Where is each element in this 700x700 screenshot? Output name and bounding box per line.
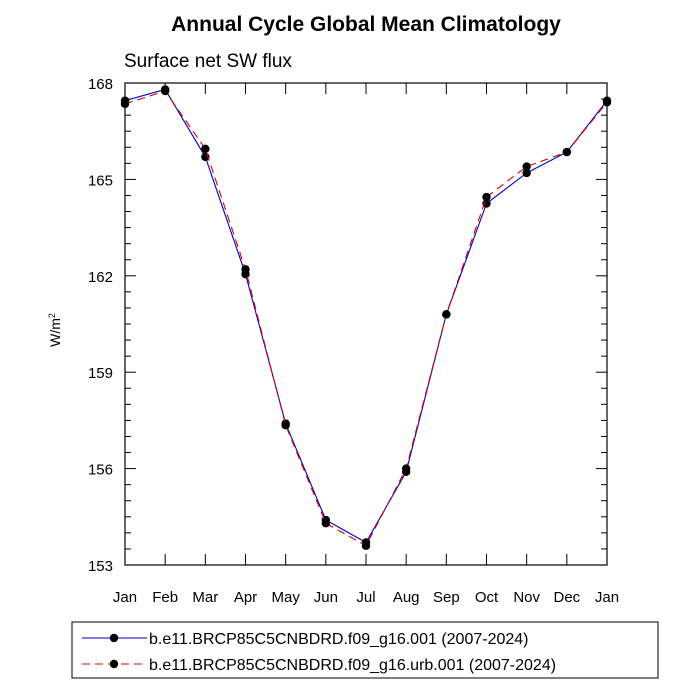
plot-frame — [124, 82, 608, 566]
data-point — [120, 99, 130, 109]
data-point — [241, 265, 250, 274]
legend-marker — [109, 633, 119, 643]
legend-label: b.e11.BRCP85C5CNBDRD.f09_g16.urb.001 (20… — [149, 657, 556, 674]
data-point — [522, 162, 531, 171]
x-tick-label: Nov — [513, 589, 540, 606]
x-tick-label: Jan — [113, 589, 137, 606]
y-tick-label: 162 — [88, 269, 113, 286]
x-tick-label: Dec — [553, 589, 580, 606]
data-point — [602, 98, 612, 107]
data-point — [442, 310, 451, 319]
chart-subtitle: Surface net SW flux — [124, 51, 292, 72]
y-tick-label: 159 — [88, 365, 113, 382]
x-tick-label: Jul — [356, 589, 375, 606]
x-tick-label: Jun — [314, 589, 338, 606]
legend-box — [71, 621, 659, 679]
series-1 — [120, 85, 612, 547]
series-line — [124, 90, 608, 547]
data-point — [281, 421, 290, 430]
x-tick-label: Mar — [192, 589, 218, 606]
legend: b.e11.BRCP85C5CNBDRD.f09_g16.001 (2007-2… — [71, 621, 659, 679]
y-tick-label: 165 — [88, 172, 113, 189]
data-point — [361, 541, 371, 550]
data-point — [522, 168, 531, 178]
series-2 — [120, 86, 612, 550]
plot-area: 153 156 159 162 165 168 Jan Feb Mar Apr May Jun Jul A… — [88, 76, 619, 606]
data-point — [321, 519, 331, 528]
y-axis-label-base: W/m — [47, 318, 63, 347]
y-tick-label: 153 — [88, 558, 113, 575]
x-tick-label: Apr — [234, 589, 257, 606]
data-point — [482, 199, 491, 208]
series-line — [124, 88, 608, 544]
x-tick-label: Jan — [595, 589, 619, 606]
data-point — [401, 464, 411, 473]
y-tick-label: 156 — [88, 462, 113, 479]
data-point — [201, 144, 210, 154]
y-axis-label-superscript: 2 — [47, 313, 57, 318]
data-point — [160, 86, 170, 96]
x-tick-label: Sep — [433, 589, 460, 606]
data-point — [562, 147, 572, 157]
legend-label: b.e11.BRCP85C5CNBDRD.f09_g16.001 (2007-2… — [149, 631, 528, 648]
legend-marker — [109, 659, 119, 669]
x-tick-label: Feb — [152, 589, 178, 606]
data-point — [482, 192, 491, 202]
x-tick-label: Oct — [475, 589, 499, 606]
x-tick-label: May — [271, 589, 300, 606]
chart-title: Annual Cycle Global Mean Climatology — [171, 13, 561, 36]
y-tick-label: 168 — [88, 76, 113, 93]
y-axis-label: W/m2 — [47, 313, 63, 347]
x-tick-label: Aug — [393, 589, 420, 606]
